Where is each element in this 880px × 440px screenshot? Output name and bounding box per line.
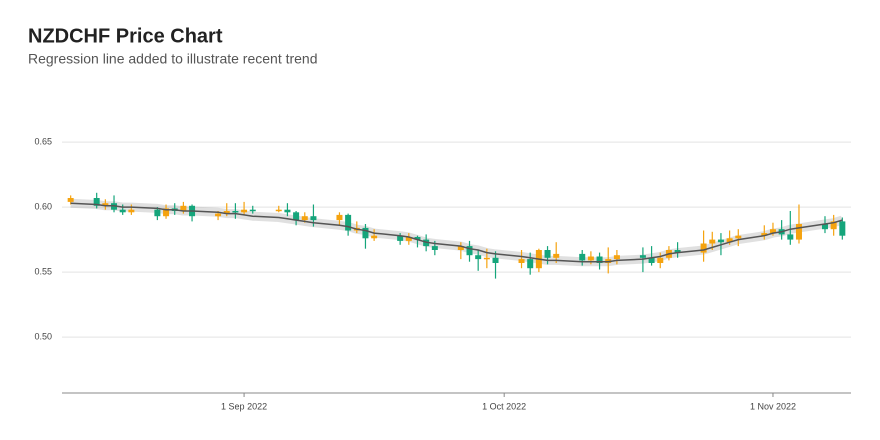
y-tick-label: 0.50 bbox=[34, 331, 52, 341]
candle-body bbox=[596, 256, 603, 263]
candle-body bbox=[284, 209, 291, 213]
candle-body bbox=[431, 246, 438, 250]
candle-body bbox=[371, 235, 378, 239]
candle-body bbox=[613, 255, 620, 260]
candle-body bbox=[579, 253, 586, 261]
candle-body bbox=[67, 198, 74, 202]
x-tick-label: 1 Nov 2022 bbox=[750, 401, 796, 411]
candle-body bbox=[544, 250, 551, 258]
candle-body bbox=[787, 234, 794, 240]
candle-body bbox=[492, 257, 499, 263]
y-tick-label: 0.60 bbox=[34, 201, 52, 211]
candle-body bbox=[180, 205, 187, 211]
candle-body bbox=[102, 203, 109, 206]
candle-body bbox=[414, 237, 421, 240]
candle-body bbox=[717, 239, 724, 243]
candle-body bbox=[821, 224, 828, 230]
candle-body bbox=[769, 229, 776, 234]
plot bbox=[67, 192, 846, 279]
candle-body bbox=[241, 209, 248, 213]
x-tick-label: 1 Oct 2022 bbox=[482, 401, 526, 411]
chart-title: NZDCHF Price Chart bbox=[28, 25, 223, 47]
candle-body bbox=[726, 238, 733, 243]
candle-body bbox=[587, 256, 594, 261]
candle-body bbox=[466, 246, 473, 256]
candle-body bbox=[223, 211, 230, 214]
candle-body bbox=[119, 209, 126, 213]
candle-body bbox=[457, 246, 464, 250]
candle-body bbox=[362, 227, 369, 239]
candle-body bbox=[397, 235, 404, 241]
y-tick-label: 0.65 bbox=[34, 136, 52, 146]
candle-body bbox=[475, 255, 482, 260]
candle-body bbox=[830, 221, 837, 230]
candle-body bbox=[301, 216, 308, 221]
regression-band bbox=[70, 198, 844, 267]
candle-body bbox=[700, 243, 707, 253]
candle-body bbox=[249, 209, 256, 212]
candle-body bbox=[639, 255, 646, 258]
candle-body bbox=[483, 257, 490, 260]
candle-body bbox=[293, 212, 300, 221]
candle-body bbox=[648, 257, 655, 263]
candle-body bbox=[215, 213, 222, 217]
candle-body bbox=[154, 209, 161, 217]
candle-body bbox=[336, 214, 343, 221]
candle-body bbox=[518, 259, 525, 263]
candle-body bbox=[232, 211, 239, 213]
candle-body bbox=[345, 214, 352, 231]
candle-body bbox=[163, 208, 170, 217]
candle-body bbox=[839, 221, 846, 236]
candle-body bbox=[657, 257, 664, 263]
x-tick-label: 1 Sep 2022 bbox=[221, 401, 267, 411]
y-tick-label: 0.55 bbox=[34, 266, 52, 276]
candle-body bbox=[527, 259, 534, 269]
candle-body bbox=[128, 209, 135, 213]
chart-subtitle: Regression line added to illustrate rece… bbox=[28, 51, 318, 67]
candle-body bbox=[275, 209, 282, 212]
candle-body bbox=[553, 253, 560, 258]
candle-body bbox=[674, 250, 681, 253]
regression-line bbox=[70, 202, 843, 263]
candle-body bbox=[735, 235, 742, 239]
candle-body bbox=[310, 216, 317, 221]
grid: 0.50 0.55 0.60 0.65 1 Sep 2022 1 Oct 2022 1 No… bbox=[34, 136, 851, 411]
candle-body bbox=[93, 198, 100, 206]
candle-body bbox=[761, 233, 768, 236]
candle-body bbox=[405, 237, 412, 241]
candle-body bbox=[795, 224, 802, 240]
candle-body bbox=[709, 239, 716, 244]
